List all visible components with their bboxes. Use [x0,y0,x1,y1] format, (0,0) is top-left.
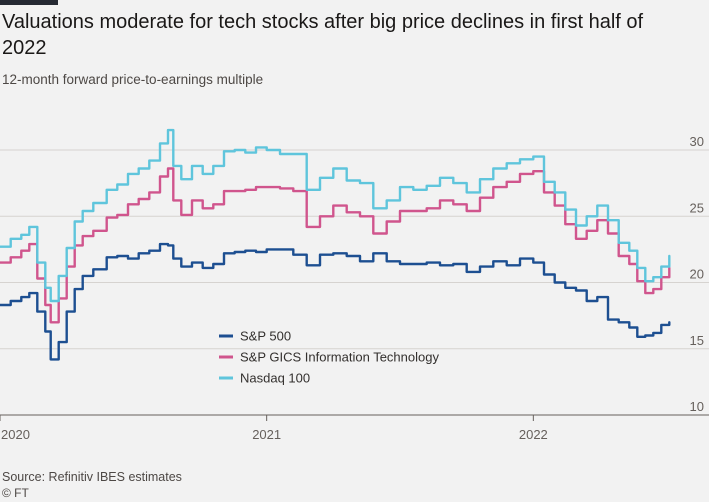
chart-title: Valuations moderate for tech stocks afte… [2,11,644,59]
legend-label-s-p-gics-information-technology: S&P GICS Information Technology [240,350,439,365]
series-line-s-p-500 [0,242,671,361]
legend: S&P 500 S&P GICS Information Technology Na… [219,329,439,386]
legend-label-s-p-500: S&P 500 [240,329,291,344]
y-tick-label-15: 15 [690,333,704,348]
chart-subtitle: 12-month forward price-to-earnings multi… [2,72,264,87]
ft-brand-bar [0,0,58,5]
x-tick-label-2020: 2020 [1,427,30,442]
line-chart: 10 15 20 25 30 2020 2021 2022 S&P 500 S&P GICS … [0,128,709,442]
series-line-nasdaq-100 [0,128,671,303]
y-tick-label-20: 20 [690,267,704,282]
series-lines [0,128,671,361]
x-tick-label-2021: 2021 [252,427,281,442]
y-tick-label-10: 10 [690,399,704,414]
y-tick-label-25: 25 [690,200,704,215]
x-axis: 2020 2021 2022 [0,415,548,442]
y-tick-label-30: 30 [690,134,704,149]
series-line-s-p-gics-information-technology [0,167,671,324]
source-note: Source: Refinitiv IBES estimates [2,470,182,484]
legend-label-nasdaq-100: Nasdaq 100 [240,371,310,386]
x-tick-label-2022: 2022 [519,427,548,442]
ft-credit: © FT [2,486,29,500]
y-axis: 10 15 20 25 30 [690,134,704,414]
